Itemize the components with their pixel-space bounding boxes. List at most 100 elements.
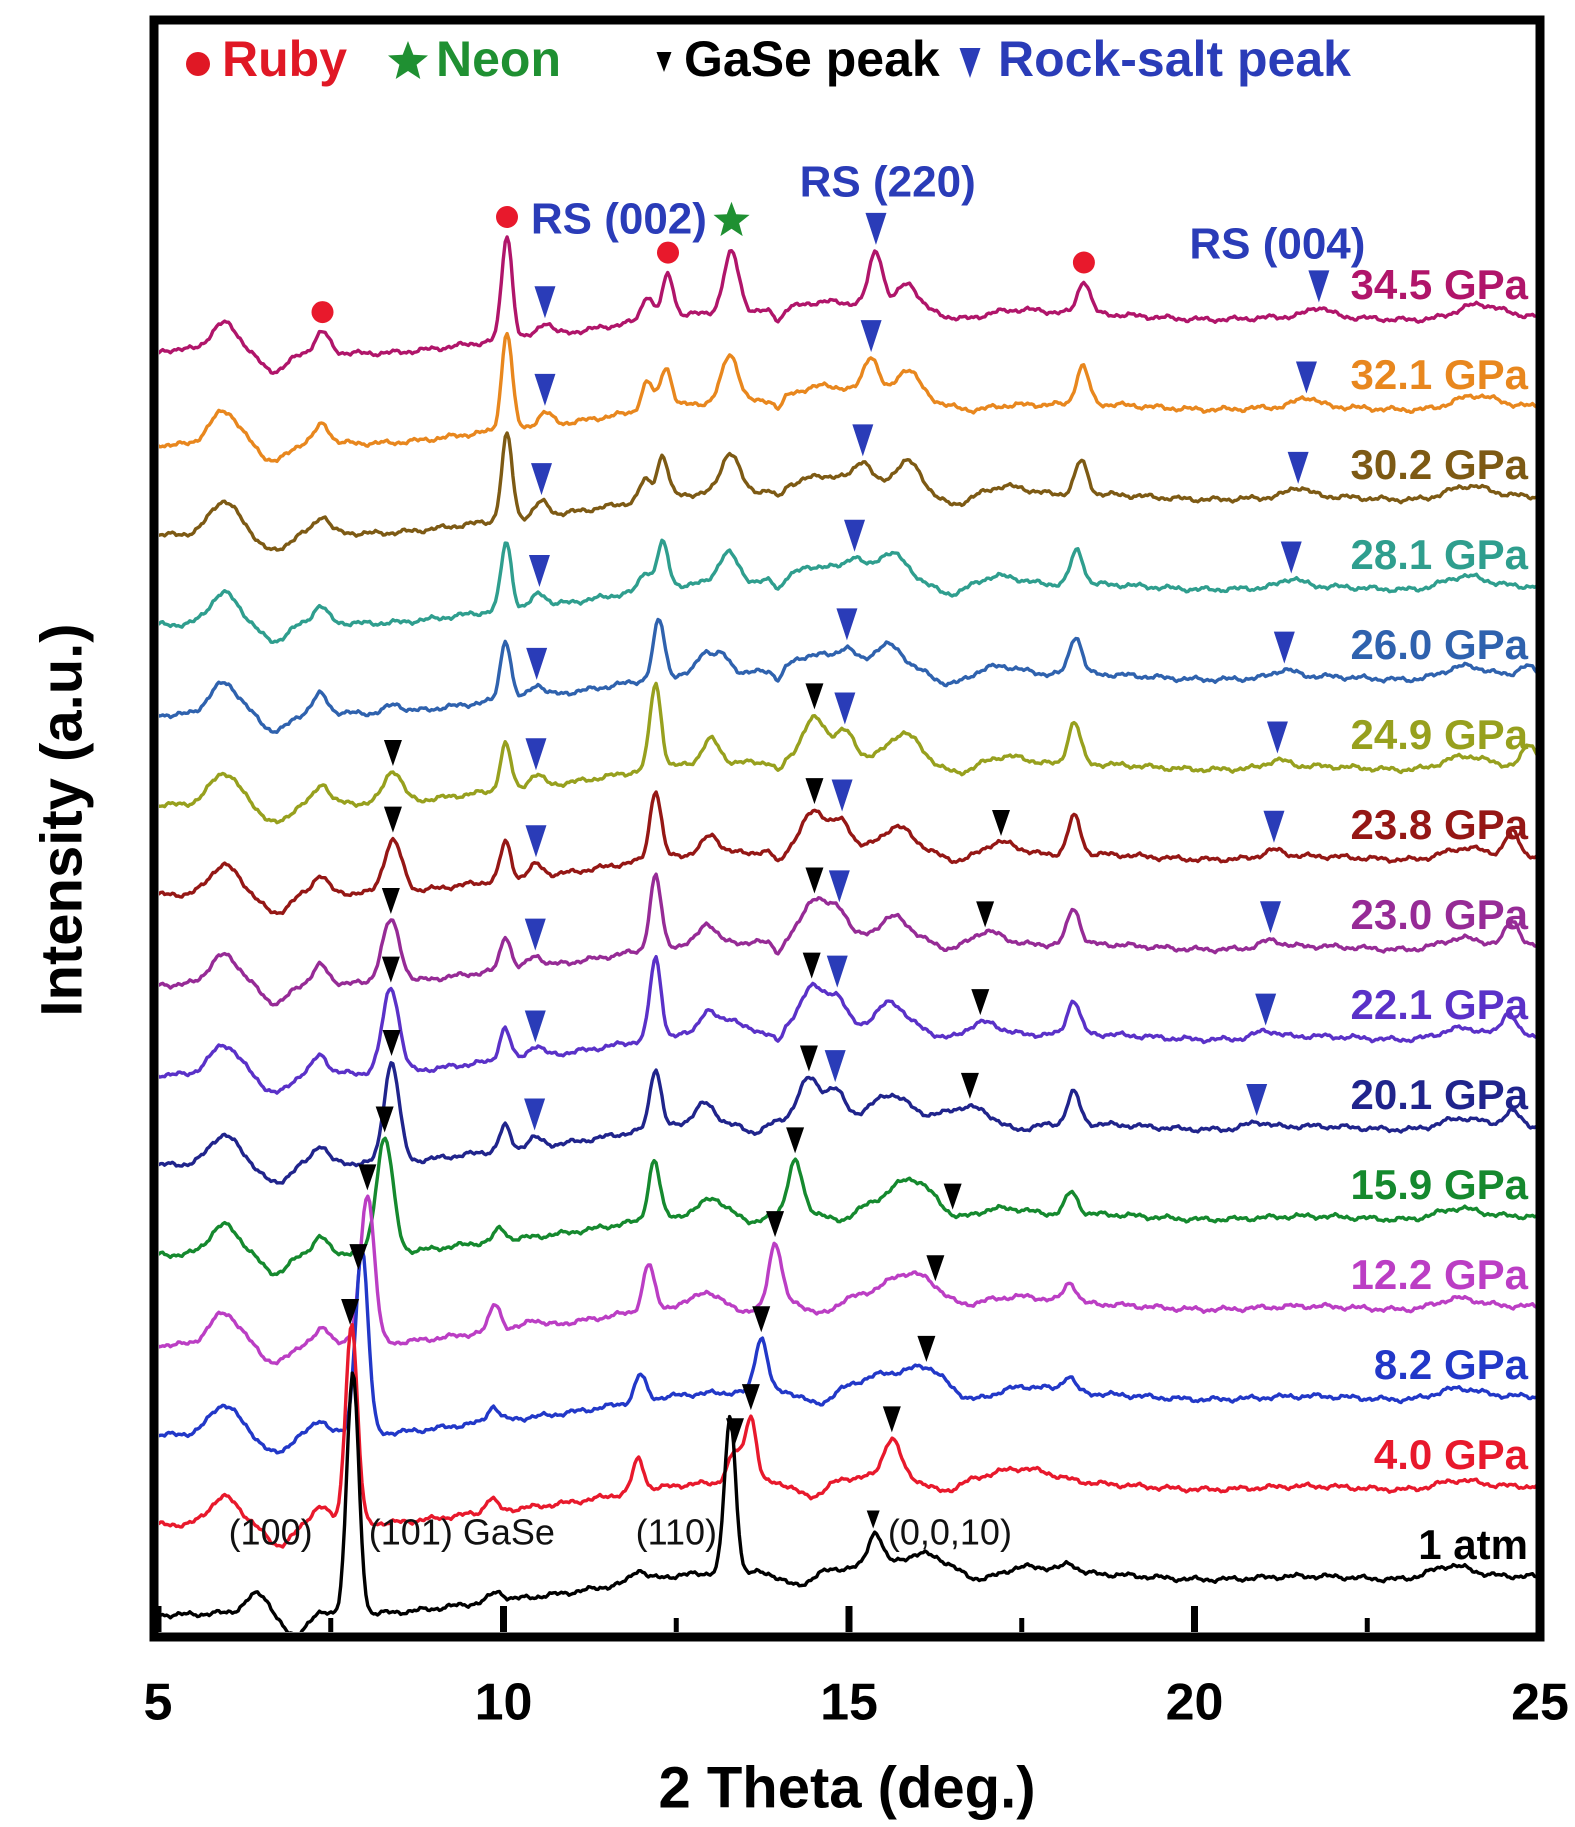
rocksalt-peak-marker: [1295, 361, 1317, 394]
rocksalt-peak-marker: [1273, 631, 1295, 664]
gase-peak-marker: [976, 901, 995, 928]
rocksalt-peak-marker: [831, 779, 853, 812]
pressure-label-34-5-gpa: 34.5 GPa: [1351, 261, 1529, 308]
curve-20-1-gpa: [159, 1061, 1539, 1185]
gase-peak-marker: [971, 989, 990, 1016]
gase-peak-marker: [943, 1183, 962, 1210]
legend-label-gase: GaSe peak: [684, 31, 940, 87]
gase-peak-marker: [341, 1299, 360, 1326]
curve-34-5-gpa: [159, 235, 1539, 375]
gase-peak-marker: [382, 1030, 401, 1057]
gase-peak-marker: [752, 1306, 771, 1333]
pressure-label-32-1-gpa: 32.1 GPa: [1351, 351, 1529, 398]
ruby-marker: [311, 301, 334, 324]
curve-23-8-gpa: [159, 790, 1539, 916]
annotation-gase-100: (100): [229, 1512, 313, 1553]
pressure-label-8-2-gpa: 8.2 GPa: [1374, 1341, 1529, 1388]
rocksalt-peak-marker: [526, 647, 548, 680]
annotation-rs-004: RS (004): [1189, 220, 1365, 269]
curve-22-1-gpa: [159, 955, 1539, 1095]
legend-label-neon: Neon: [436, 31, 561, 87]
rocksalt-peak-marker: [1280, 541, 1302, 574]
rocksalt-peak-marker: [1246, 1083, 1268, 1116]
gase-peak-marker: [805, 867, 824, 894]
legend-label-ruby: Ruby: [222, 31, 347, 87]
rocksalt-peak-marker: [852, 424, 874, 457]
rocksalt-peak-marker: [860, 320, 882, 353]
rocksalt-peak-marker: [828, 870, 850, 903]
x-tick-label: 25: [1511, 1674, 1569, 1732]
pressure-label-23-0-gpa: 23.0 GPa: [1351, 891, 1529, 938]
rocksalt-peak-marker: [524, 1098, 546, 1131]
annotation-gase-101: (101) GaSe: [369, 1512, 555, 1553]
pressure-label-26-0-gpa: 26.0 GPa: [1351, 621, 1529, 668]
legend-rocksalt-triangle-icon: [959, 48, 981, 78]
annotation-gase-0010: (0,0,10): [888, 1512, 1012, 1553]
curve-23-0-gpa: [159, 872, 1539, 1007]
pressure-label-22-1-gpa: 22.1 GPa: [1351, 981, 1529, 1028]
plot-border: [149, 15, 1545, 1642]
curve-32-1-gpa: [159, 331, 1539, 464]
rocksalt-peak-marker: [1308, 270, 1330, 303]
rocksalt-peak-marker: [1287, 451, 1309, 484]
rocksalt-peak-marker: [528, 555, 550, 588]
pressure-label-24-9-gpa: 24.9 GPa: [1351, 711, 1529, 758]
gase-peak-marker: [917, 1335, 936, 1362]
gase-peak-marker: [741, 1384, 760, 1411]
curve-12-2-gpa: [159, 1194, 1539, 1366]
gase-peak-marker: [805, 683, 824, 710]
pressure-label-23-8-gpa: 23.8 GPa: [1351, 801, 1529, 848]
rocksalt-peak-marker: [524, 1010, 546, 1043]
rocksalt-peak-marker: [1263, 810, 1285, 843]
pressure-label-12-2-gpa: 12.2 GPa: [1351, 1251, 1529, 1298]
rocksalt-peak-marker: [836, 608, 858, 641]
rocksalt-peak-marker: [865, 212, 887, 245]
x-tick-label: 10: [475, 1674, 533, 1732]
rocksalt-peak-marker: [525, 738, 547, 771]
rocksalt-peak-marker: [834, 692, 856, 725]
rocksalt-peak-marker: [824, 1050, 846, 1083]
x-tick-label: 5: [144, 1674, 173, 1732]
neon-marker: [713, 201, 750, 237]
x-tick-label: 15: [820, 1674, 878, 1732]
pressure-label-4-0-gpa: 4.0 GPa: [1374, 1431, 1529, 1478]
gase-peak-marker: [383, 806, 402, 833]
gase-peak-marker: [358, 1164, 377, 1191]
rocksalt-peak-marker: [1260, 901, 1282, 934]
legend-label-rocksalt: Rock-salt peak: [998, 31, 1351, 87]
curve-1-atm: [159, 1371, 1539, 1632]
legend-gase-triangle-icon: [656, 52, 672, 72]
curve-15-9-gpa: [159, 1136, 1539, 1277]
curve-4-0-gpa: [159, 1323, 1539, 1549]
gase-peak-marker: [802, 952, 821, 979]
gase-peak-marker: [383, 739, 402, 766]
gase-peak-marker: [375, 1106, 394, 1133]
annotation-rs-220: RS (220): [800, 158, 976, 207]
curve-8-2-gpa: [159, 1247, 1539, 1455]
curve-30-2-gpa: [159, 431, 1539, 552]
annotation-gase-110: (110): [636, 1512, 717, 1553]
gase-peak-marker: [799, 1045, 818, 1072]
curve-28-1-gpa: [159, 538, 1539, 644]
x-tick-label: 20: [1166, 1674, 1224, 1732]
gase-peak-marker: [805, 778, 824, 805]
pressure-label-1-atm: 1 atm: [1418, 1521, 1528, 1568]
legend-neon-star-icon: [388, 41, 428, 79]
pressure-label-28-1-gpa: 28.1 GPa: [1351, 531, 1529, 578]
ruby-marker: [496, 206, 518, 228]
rocksalt-peak-marker: [1255, 993, 1277, 1026]
gase-peak-marker: [349, 1244, 368, 1271]
gase-peak-marker: [866, 1510, 880, 1529]
legend-ruby-dot-icon: [186, 52, 210, 76]
annotation-rs-002: RS (002): [531, 195, 707, 244]
y-axis-title: Intensity (a.u.): [29, 623, 94, 1016]
rocksalt-peak-marker: [531, 463, 553, 496]
rocksalt-peak-marker: [534, 373, 556, 406]
pressure-label-30-2-gpa: 30.2 GPa: [1351, 441, 1529, 488]
gase-peak-marker: [882, 1406, 901, 1433]
gase-peak-marker: [766, 1211, 785, 1238]
gase-peak-marker: [786, 1127, 805, 1154]
